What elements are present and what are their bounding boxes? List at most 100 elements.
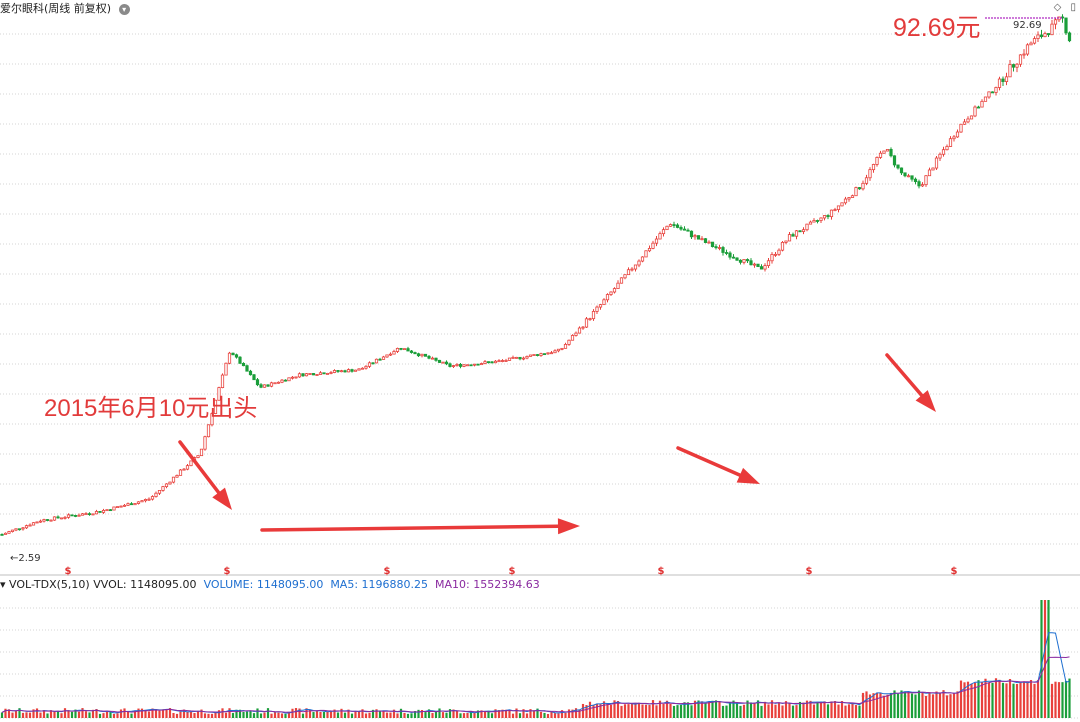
- candle-body: [143, 499, 148, 502]
- candle-body: [0, 533, 4, 536]
- candle-body: [654, 238, 659, 244]
- volume-bar: [525, 713, 529, 718]
- volume-bar: [200, 709, 203, 718]
- arrow-mid-shaft: [676, 446, 742, 477]
- chevron-down-icon[interactable]: ▾: [118, 3, 130, 15]
- volume-bar: [823, 701, 826, 718]
- candle-body: [640, 256, 645, 262]
- arrow-2015-shaft: [178, 440, 221, 495]
- candle-body: [367, 362, 372, 367]
- candle-body: [560, 347, 564, 350]
- candle-body: [465, 364, 470, 367]
- dividend-marker: $: [509, 566, 516, 577]
- candle-body: [469, 364, 473, 367]
- volume-bar: [203, 713, 207, 718]
- candle-body: [854, 187, 858, 197]
- volume-bar: [158, 710, 161, 718]
- volume-bar: [291, 708, 294, 718]
- candle-body: [196, 455, 200, 458]
- volume-bar: [644, 704, 648, 718]
- candle-body: [126, 503, 130, 506]
- candle-body: [966, 118, 970, 123]
- volume-bar: [658, 700, 662, 718]
- volume-bar: [893, 690, 896, 718]
- candle-body: [248, 370, 253, 376]
- volume-bar: [844, 705, 847, 718]
- volume-bar: [266, 708, 270, 718]
- volume-bar: [697, 700, 700, 718]
- candle-body: [535, 354, 540, 356]
- volume-bar: [1057, 682, 1061, 718]
- candle-body: [315, 374, 319, 376]
- volume-bar: [182, 709, 186, 718]
- dividend-marker: $: [951, 566, 958, 577]
- volume-bar: [508, 710, 511, 718]
- volume-bar: [476, 710, 480, 718]
- candle-body: [31, 522, 36, 526]
- candle-body: [3, 532, 8, 535]
- candle-body: [934, 157, 939, 169]
- volume-bar: [343, 712, 347, 718]
- candle-body: [829, 209, 834, 218]
- candle-body: [1050, 23, 1054, 36]
- chevron-down-icon[interactable]: ▾: [0, 578, 6, 591]
- volume-bar: [921, 692, 924, 718]
- volume-bar: [32, 709, 35, 718]
- volume-bar: [557, 713, 560, 718]
- volume-bar: [938, 692, 942, 718]
- volume-bar: [889, 692, 893, 718]
- candle-body: [784, 240, 788, 243]
- volume-bar: [882, 695, 886, 718]
- volume-bar: [60, 713, 63, 718]
- candle-body: [539, 353, 543, 356]
- candle-body: [980, 100, 984, 108]
- volume-bar: [742, 704, 746, 718]
- volume-bar: [991, 682, 994, 718]
- volume-bar: [67, 710, 70, 718]
- candle-body: [871, 164, 876, 171]
- volume-bar: [959, 680, 963, 718]
- candle-body: [388, 353, 393, 356]
- diamond-icon[interactable]: ◇: [1053, 2, 1062, 13]
- volume-bar: [676, 705, 679, 718]
- vvol-label: VVOL: 1148095.00: [93, 578, 197, 591]
- candle-body: [938, 153, 942, 159]
- volume-bar: [305, 708, 308, 718]
- candle-body: [724, 252, 729, 254]
- candle-body: [399, 347, 403, 350]
- candle-body: [434, 357, 438, 361]
- volume-bar: [980, 681, 984, 718]
- volume-bar: [497, 710, 501, 718]
- volume-bar: [735, 702, 739, 718]
- candle-body: [206, 424, 211, 438]
- volume-bar: [833, 701, 837, 718]
- candle-body: [210, 413, 214, 426]
- volume-bar: [28, 712, 32, 718]
- candle-body: [920, 184, 925, 187]
- volume-bar: [1054, 681, 1057, 718]
- candle-body: [287, 377, 291, 382]
- volume-bar: [326, 711, 329, 718]
- candle-body: [749, 260, 753, 266]
- candle-body: [892, 155, 897, 166]
- volume-bar: [336, 712, 340, 718]
- candle-body: [504, 360, 508, 362]
- volume-bar: [935, 691, 938, 718]
- panel-toggle-icon[interactable]: ▯: [1070, 2, 1076, 13]
- candle-body: [546, 352, 550, 355]
- candle-body: [252, 374, 256, 381]
- volume-bar: [623, 704, 627, 718]
- volume-bar: [917, 690, 921, 718]
- volume-bar: [1064, 680, 1068, 718]
- candle-body: [567, 339, 571, 345]
- volume-bar: [1033, 683, 1036, 718]
- candle-body: [553, 350, 557, 354]
- volume-bar: [1005, 683, 1008, 718]
- candle-body: [420, 353, 424, 357]
- candle-body: [150, 496, 155, 500]
- candle-body: [339, 370, 344, 373]
- candle-body: [213, 399, 218, 414]
- volume-bar: [595, 703, 599, 718]
- candle-body: [658, 233, 662, 240]
- volume-bar: [739, 705, 742, 718]
